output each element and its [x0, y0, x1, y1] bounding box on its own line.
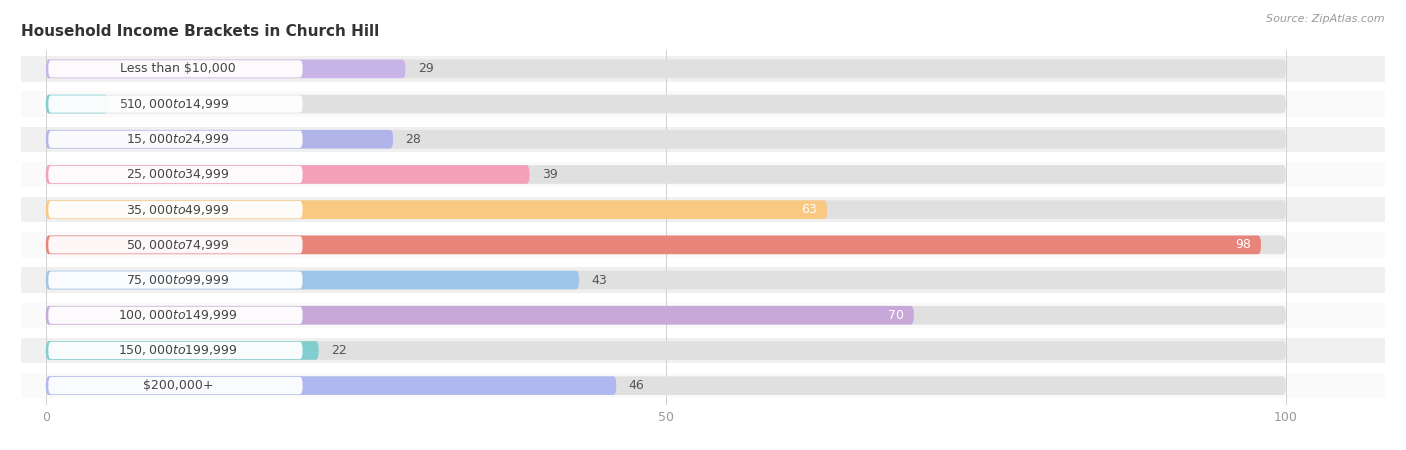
FancyBboxPatch shape	[46, 200, 1285, 219]
Text: $35,000 to $49,999: $35,000 to $49,999	[127, 202, 229, 216]
FancyBboxPatch shape	[46, 235, 1261, 254]
Text: 39: 39	[541, 168, 558, 181]
Text: $15,000 to $24,999: $15,000 to $24,999	[127, 132, 229, 146]
Text: 5: 5	[121, 98, 128, 111]
Text: $150,000 to $199,999: $150,000 to $199,999	[118, 343, 238, 357]
FancyBboxPatch shape	[46, 165, 530, 184]
Text: $50,000 to $74,999: $50,000 to $74,999	[127, 238, 229, 252]
FancyBboxPatch shape	[46, 341, 1285, 360]
FancyBboxPatch shape	[48, 377, 302, 394]
Text: 70: 70	[887, 309, 904, 322]
FancyBboxPatch shape	[21, 91, 1385, 117]
Text: $25,000 to $34,999: $25,000 to $34,999	[127, 167, 229, 181]
FancyBboxPatch shape	[21, 162, 1385, 187]
FancyBboxPatch shape	[46, 95, 1285, 113]
Text: 63: 63	[801, 203, 817, 216]
Text: Household Income Brackets in Church Hill: Household Income Brackets in Church Hill	[21, 23, 380, 39]
FancyBboxPatch shape	[46, 271, 579, 289]
FancyBboxPatch shape	[21, 126, 1385, 152]
FancyBboxPatch shape	[21, 56, 1385, 81]
FancyBboxPatch shape	[21, 232, 1385, 257]
FancyBboxPatch shape	[48, 201, 302, 218]
FancyBboxPatch shape	[21, 373, 1385, 398]
FancyBboxPatch shape	[48, 236, 302, 253]
FancyBboxPatch shape	[48, 95, 302, 112]
FancyBboxPatch shape	[46, 341, 319, 360]
Text: $100,000 to $149,999: $100,000 to $149,999	[118, 308, 238, 322]
Text: 29: 29	[418, 63, 433, 75]
FancyBboxPatch shape	[48, 342, 302, 359]
Text: $200,000+: $200,000+	[142, 379, 214, 392]
FancyBboxPatch shape	[21, 197, 1385, 222]
FancyBboxPatch shape	[48, 166, 302, 183]
FancyBboxPatch shape	[21, 338, 1385, 363]
FancyBboxPatch shape	[48, 271, 302, 288]
FancyBboxPatch shape	[46, 165, 1285, 184]
FancyBboxPatch shape	[46, 200, 827, 219]
Text: 43: 43	[592, 274, 607, 287]
FancyBboxPatch shape	[46, 235, 1285, 254]
FancyBboxPatch shape	[46, 376, 616, 395]
FancyBboxPatch shape	[48, 306, 302, 324]
FancyBboxPatch shape	[46, 130, 394, 148]
Text: Source: ZipAtlas.com: Source: ZipAtlas.com	[1267, 14, 1385, 23]
Text: $75,000 to $99,999: $75,000 to $99,999	[127, 273, 229, 287]
Text: 22: 22	[330, 344, 347, 357]
Text: $10,000 to $14,999: $10,000 to $14,999	[127, 97, 229, 111]
FancyBboxPatch shape	[46, 271, 1285, 289]
FancyBboxPatch shape	[48, 130, 302, 148]
FancyBboxPatch shape	[46, 306, 914, 324]
FancyBboxPatch shape	[46, 95, 108, 113]
FancyBboxPatch shape	[46, 59, 405, 78]
Text: 46: 46	[628, 379, 644, 392]
Text: 28: 28	[405, 133, 422, 146]
FancyBboxPatch shape	[46, 130, 1285, 148]
FancyBboxPatch shape	[21, 302, 1385, 328]
FancyBboxPatch shape	[48, 60, 302, 77]
FancyBboxPatch shape	[46, 376, 1285, 395]
Text: Less than $10,000: Less than $10,000	[120, 63, 236, 75]
Text: 98: 98	[1234, 238, 1251, 252]
FancyBboxPatch shape	[21, 267, 1385, 293]
FancyBboxPatch shape	[46, 306, 1285, 324]
FancyBboxPatch shape	[46, 59, 1285, 78]
